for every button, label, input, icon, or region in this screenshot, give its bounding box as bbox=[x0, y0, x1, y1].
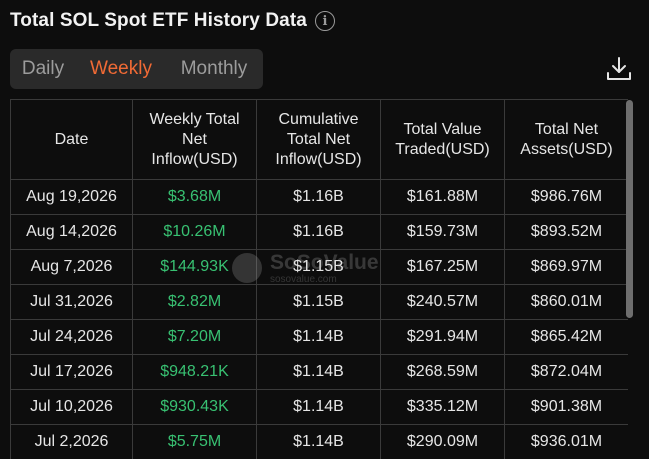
cell-weekly-inflow: $10.26M bbox=[132, 214, 257, 250]
tab-monthly[interactable]: Monthly bbox=[180, 58, 248, 79]
cell-weekly-inflow: $144.93K bbox=[132, 249, 257, 285]
cell-date: Jul 2,2026 bbox=[10, 424, 133, 459]
cell-date: Aug 19,2026 bbox=[10, 179, 133, 215]
column-header-cumulative-inflow: Cumulative Total Net Inflow(USD) bbox=[256, 99, 381, 180]
cell-cumulative-inflow: $1.16B bbox=[256, 214, 381, 250]
cell-cumulative-inflow: $1.15B bbox=[256, 284, 381, 320]
download-icon[interactable] bbox=[604, 54, 634, 84]
cell-net-assets: $869.97M bbox=[504, 249, 628, 285]
cell-net-assets: $872.04M bbox=[504, 354, 628, 390]
info-icon[interactable]: i bbox=[314, 11, 335, 31]
cell-value-traded: $291.94M bbox=[380, 319, 505, 355]
table-row: Jul 2,2026 $5.75M $1.14B $290.09M $936.0… bbox=[10, 424, 628, 459]
cell-net-assets: $860.01M bbox=[504, 284, 628, 320]
table-header-row: Date Weekly Total Net Inflow(USD) Cumula… bbox=[10, 99, 628, 180]
cell-date: Jul 31,2026 bbox=[10, 284, 133, 320]
cell-weekly-inflow: $930.43K bbox=[132, 389, 257, 425]
tab-daily[interactable]: Daily bbox=[21, 58, 65, 79]
cell-cumulative-inflow: $1.14B bbox=[256, 354, 381, 390]
cell-value-traded: $240.57M bbox=[380, 284, 505, 320]
column-header-date: Date bbox=[10, 99, 133, 180]
table-row: Aug 19,2026 $3.68M $1.16B $161.88M $986.… bbox=[10, 179, 628, 215]
table-row: Jul 31,2026 $2.82M $1.15B $240.57M $860.… bbox=[10, 284, 628, 320]
cell-value-traded: $268.59M bbox=[380, 354, 505, 390]
cell-cumulative-inflow: $1.14B bbox=[256, 424, 381, 459]
cell-weekly-inflow: $2.82M bbox=[132, 284, 257, 320]
cell-value-traded: $161.88M bbox=[380, 179, 505, 215]
cell-weekly-inflow: $3.68M bbox=[132, 179, 257, 215]
cell-value-traded: $335.12M bbox=[380, 389, 505, 425]
table-row: Aug 7,2026 $144.93K $1.15B $167.25M $869… bbox=[10, 249, 628, 285]
cell-value-traded: $167.25M bbox=[380, 249, 505, 285]
cell-weekly-inflow: $7.20M bbox=[132, 319, 257, 355]
cell-date: Jul 10,2026 bbox=[10, 389, 133, 425]
cell-weekly-inflow: $948.21K bbox=[132, 354, 257, 390]
table-row: Jul 24,2026 $7.20M $1.14B $291.94M $865.… bbox=[10, 319, 628, 355]
cell-value-traded: $159.73M bbox=[380, 214, 505, 250]
cell-date: Jul 24,2026 bbox=[10, 319, 133, 355]
cell-weekly-inflow: $5.75M bbox=[132, 424, 257, 459]
cell-net-assets: $936.01M bbox=[504, 424, 628, 459]
column-header-weekly-inflow: Weekly Total Net Inflow(USD) bbox=[132, 99, 257, 180]
cell-cumulative-inflow: $1.16B bbox=[256, 179, 381, 215]
cell-date: Aug 7,2026 bbox=[10, 249, 133, 285]
cell-net-assets: $986.76M bbox=[504, 179, 628, 215]
cell-cumulative-inflow: $1.14B bbox=[256, 389, 381, 425]
cell-date: Aug 14,2026 bbox=[10, 214, 133, 250]
table-row: Jul 17,2026 $948.21K $1.14B $268.59M $87… bbox=[10, 354, 628, 390]
table-row: Aug 14,2026 $10.26M $1.16B $159.73M $893… bbox=[10, 214, 628, 250]
cell-net-assets: $901.38M bbox=[504, 389, 628, 425]
cell-cumulative-inflow: $1.15B bbox=[256, 249, 381, 285]
column-header-value-traded: Total Value Traded(USD) bbox=[380, 99, 505, 180]
header: Total SOL Spot ETF History Data i bbox=[10, 6, 335, 36]
column-header-net-assets: Total Net Assets(USD) bbox=[504, 99, 628, 180]
etf-history-table: Date Weekly Total Net Inflow(USD) Cumula… bbox=[10, 99, 628, 459]
cell-cumulative-inflow: $1.14B bbox=[256, 319, 381, 355]
table-row: Jul 10,2026 $930.43K $1.14B $335.12M $90… bbox=[10, 389, 628, 425]
cell-date: Jul 17,2026 bbox=[10, 354, 133, 390]
page-title: Total SOL Spot ETF History Data bbox=[10, 10, 307, 31]
period-tabs: Daily Weekly Monthly bbox=[10, 49, 263, 89]
cell-value-traded: $290.09M bbox=[380, 424, 505, 459]
cell-net-assets: $893.52M bbox=[504, 214, 628, 250]
table-scrollbar[interactable] bbox=[626, 100, 633, 318]
tab-weekly[interactable]: Weekly bbox=[90, 58, 152, 79]
cell-net-assets: $865.42M bbox=[504, 319, 628, 355]
